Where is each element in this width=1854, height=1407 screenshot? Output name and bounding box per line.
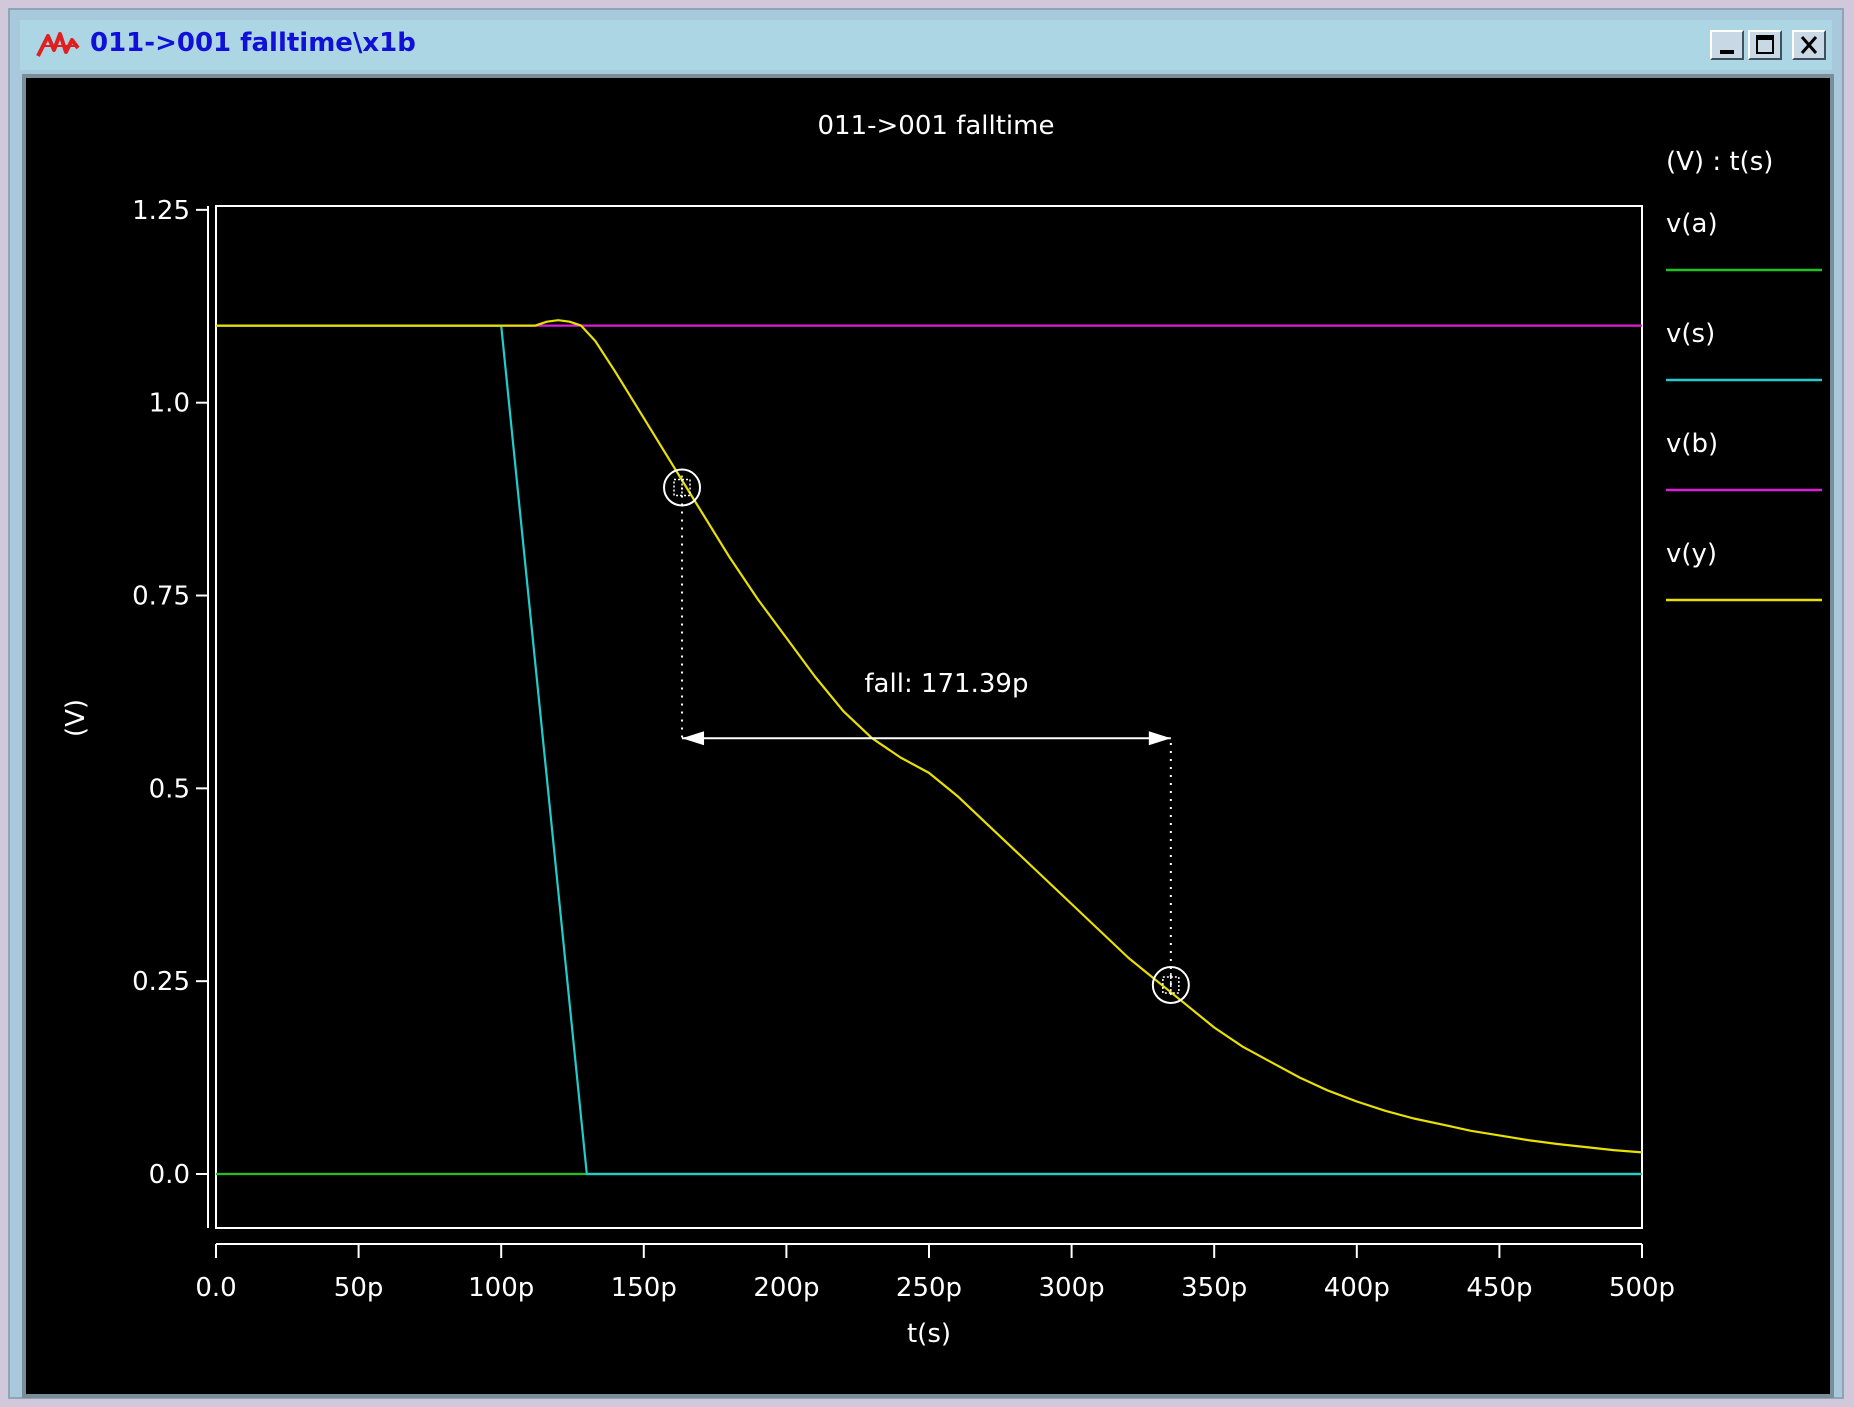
x-tick-label: 250p bbox=[896, 1273, 962, 1303]
y-tick-label: 0.5 bbox=[149, 774, 190, 804]
cursor-marker-icon[interactable] bbox=[663, 468, 702, 507]
x-tick-label: 400p bbox=[1324, 1273, 1390, 1303]
legend-entry-label: v(b) bbox=[1666, 429, 1718, 459]
x-tick-label: 100p bbox=[468, 1273, 534, 1303]
y-tick-label: 0.75 bbox=[132, 582, 190, 612]
maximize-button[interactable] bbox=[1748, 30, 1782, 60]
waveform-window: 011->001 falltime\x1b 011->001 falltime bbox=[8, 8, 1844, 1399]
waveform-chart[interactable]: 011->001 falltime 0.00.250.50.751.01.25 … bbox=[26, 78, 1830, 1394]
annotation-layer: fall: 171.39p bbox=[663, 468, 1190, 1005]
legend-entry-label: v(a) bbox=[1666, 209, 1718, 239]
x-axis-ticks: 0.0 50p 100p 150p 200p 250p 300p 350p 400p 450p 50… bbox=[195, 1244, 1675, 1303]
x-tick-label: 450p bbox=[1466, 1273, 1532, 1303]
y-axis-label: (V) bbox=[61, 699, 91, 737]
plot-area[interactable]: 011->001 falltime 0.0 0.25 0.5 0.75 1.0 1.25 … bbox=[26, 78, 1830, 1394]
y-tick-label: 0.25 bbox=[132, 967, 190, 997]
y-tick-label: 1.25 bbox=[132, 196, 190, 226]
series-line-v-y[interactable] bbox=[216, 319, 1643, 1154]
x-tick-label: 500p bbox=[1609, 1273, 1675, 1303]
y-tick-label: 0.0 bbox=[149, 1160, 190, 1190]
x-tick-label: 350p bbox=[1181, 1273, 1247, 1303]
series-line-v-s[interactable] bbox=[216, 324, 1642, 1176]
x-tick-label: 200p bbox=[753, 1273, 819, 1303]
x-tick-label: 0.0 bbox=[195, 1273, 236, 1303]
legend-entry-label: v(y) bbox=[1666, 539, 1717, 569]
arrow-right-icon bbox=[1148, 731, 1171, 746]
close-button[interactable] bbox=[1792, 30, 1826, 60]
arrow-left-icon bbox=[682, 731, 705, 746]
window-title: 011->001 falltime\x1b bbox=[90, 28, 416, 58]
analog-waveform-icon bbox=[36, 30, 80, 60]
legend: v(a) v(s) v(b) v(y) bbox=[1666, 209, 1822, 602]
fall-measurement-label: fall: 171.39p bbox=[864, 669, 1028, 699]
y-axis-ticks: 0.0 0.25 0.5 0.75 1.0 1.25 bbox=[132, 196, 208, 1190]
x-tick-label: 300p bbox=[1039, 1273, 1105, 1303]
series-layer bbox=[216, 319, 1643, 1176]
plot-frame: 011->001 falltime 0.0 0.25 0.5 0.75 1.0 1.25 … bbox=[22, 74, 1834, 1398]
legend-header: (V) : t(s) bbox=[1666, 147, 1773, 177]
legend-entry-label: v(s) bbox=[1666, 319, 1715, 349]
title-bar[interactable]: 011->001 falltime\x1b bbox=[20, 20, 1832, 70]
x-tick-label: 50p bbox=[334, 1273, 384, 1303]
plot-border bbox=[215, 205, 1643, 1229]
cursor-marker-icon[interactable] bbox=[1151, 966, 1190, 1005]
x-axis-label: t(s) bbox=[907, 1319, 951, 1349]
y-tick-label: 1.0 bbox=[149, 389, 190, 419]
minimize-button[interactable] bbox=[1710, 30, 1744, 60]
x-tick-label: 150p bbox=[611, 1273, 677, 1303]
chart-title: 011->001 falltime bbox=[818, 111, 1055, 141]
